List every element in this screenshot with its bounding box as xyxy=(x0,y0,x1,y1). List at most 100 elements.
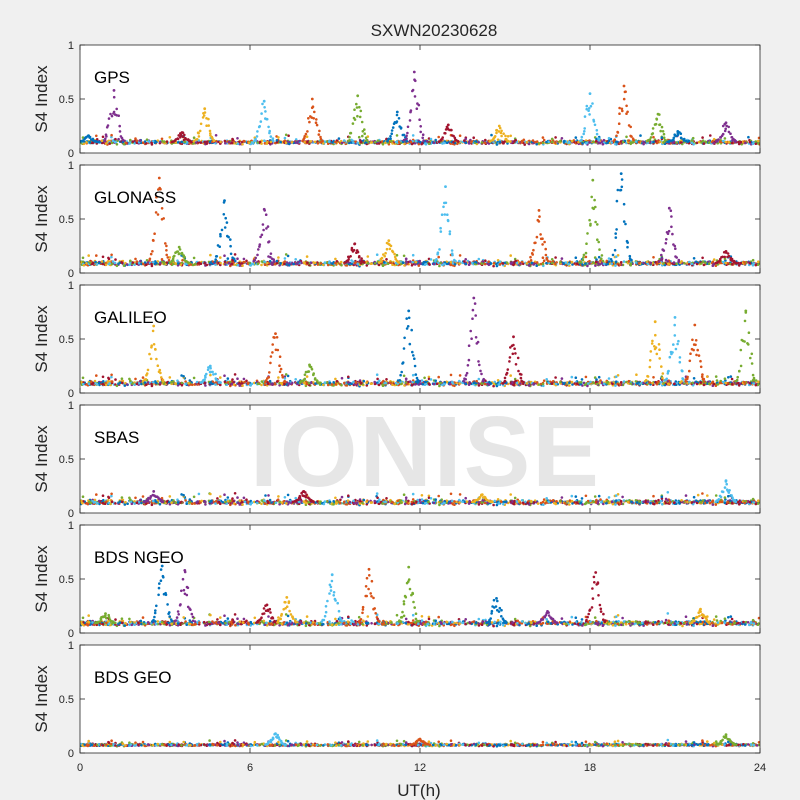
data-point xyxy=(95,254,98,257)
data-point xyxy=(535,264,538,268)
data-point xyxy=(577,140,580,144)
data-point xyxy=(214,134,218,137)
data-point xyxy=(624,90,627,93)
data-point xyxy=(260,383,263,387)
data-point xyxy=(718,381,722,385)
data-point xyxy=(135,260,139,263)
data-point xyxy=(241,382,244,385)
data-point xyxy=(253,259,257,262)
data-point xyxy=(155,195,158,199)
data-point xyxy=(502,132,505,135)
data-point xyxy=(667,382,670,386)
data-point xyxy=(159,140,162,144)
data-point xyxy=(331,141,334,144)
data-point xyxy=(356,114,359,118)
data-point xyxy=(365,381,368,384)
data-point xyxy=(323,140,327,143)
data-point xyxy=(250,382,254,386)
data-point xyxy=(449,260,453,264)
data-point xyxy=(620,178,624,181)
data-point xyxy=(165,253,168,257)
data-point xyxy=(402,374,406,378)
data-point xyxy=(281,376,285,379)
data-point xyxy=(101,262,105,266)
data-point xyxy=(277,256,280,259)
data-point xyxy=(724,140,727,144)
data-point xyxy=(391,142,394,145)
data-point xyxy=(725,124,728,128)
data-point xyxy=(213,260,217,264)
data-point xyxy=(198,129,202,133)
peak-point xyxy=(412,70,416,74)
data-point xyxy=(118,124,121,128)
data-point xyxy=(230,141,234,145)
data-point xyxy=(474,260,478,264)
data-point xyxy=(306,261,309,265)
data-point xyxy=(595,139,598,143)
data-point xyxy=(256,130,259,133)
data-point xyxy=(224,263,227,266)
data-point xyxy=(448,232,452,236)
data-point xyxy=(389,135,392,138)
data-point xyxy=(730,383,734,386)
data-point xyxy=(721,124,725,128)
data-point xyxy=(592,207,595,211)
data-point xyxy=(284,373,288,376)
data-point xyxy=(723,255,726,259)
data-point xyxy=(495,264,499,268)
data-point xyxy=(183,133,186,137)
data-point xyxy=(652,376,655,379)
data-point xyxy=(350,138,353,142)
data-point xyxy=(373,380,377,384)
data-point xyxy=(579,381,583,384)
data-point xyxy=(212,373,215,376)
data-point xyxy=(559,139,562,143)
data-point xyxy=(165,249,168,252)
data-point xyxy=(625,112,628,115)
data-point xyxy=(241,264,244,268)
peak-point xyxy=(203,107,207,111)
data-point xyxy=(359,141,363,144)
data-point xyxy=(274,262,277,266)
data-point xyxy=(261,102,264,106)
data-point xyxy=(690,139,693,142)
data-point xyxy=(592,120,596,123)
data-point xyxy=(614,232,617,235)
data-point xyxy=(505,261,509,265)
data-point xyxy=(179,136,182,139)
data-point xyxy=(575,262,579,265)
data-point xyxy=(128,263,131,267)
data-point xyxy=(712,258,716,261)
data-point xyxy=(446,218,450,222)
data-point xyxy=(349,131,353,135)
data-point xyxy=(631,141,635,144)
data-point xyxy=(711,260,715,264)
data-point xyxy=(662,249,666,252)
peak-point xyxy=(274,332,277,335)
data-point xyxy=(110,135,113,139)
data-point xyxy=(165,381,169,384)
data-point xyxy=(714,384,718,388)
data-point xyxy=(107,117,111,120)
data-point xyxy=(176,250,180,253)
data-point xyxy=(104,263,108,267)
data-point xyxy=(168,376,172,379)
peak-point xyxy=(310,97,314,101)
data-point xyxy=(81,376,85,380)
data-point xyxy=(272,139,275,143)
data-point xyxy=(159,187,162,191)
data-point xyxy=(303,377,307,381)
data-point xyxy=(384,251,387,255)
data-point xyxy=(702,383,706,387)
data-point xyxy=(321,139,324,143)
peak-point xyxy=(87,134,90,138)
data-point xyxy=(191,263,195,267)
data-point xyxy=(597,138,601,142)
data-point xyxy=(532,248,535,252)
data-point xyxy=(724,381,727,385)
data-point xyxy=(353,108,356,111)
data-point xyxy=(581,258,585,262)
data-point xyxy=(626,241,629,244)
data-point xyxy=(437,255,441,259)
